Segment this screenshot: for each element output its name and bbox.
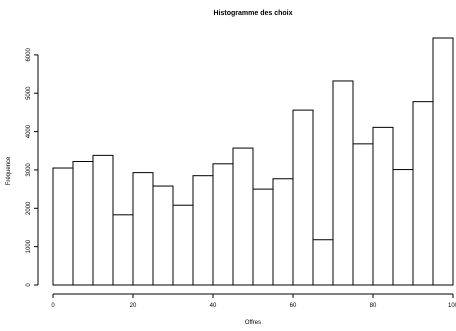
histogram-bar-4 (132, 172, 154, 286)
histogram-bar-19 (432, 37, 454, 286)
histogram-bar-12 (292, 109, 314, 286)
y-axis-label: Fréquence (6, 156, 12, 185)
histogram-bar-0 (52, 167, 74, 286)
x-axis: 0 20 40 60 80 100 (51, 293, 456, 309)
histogram-bar-2 (92, 154, 114, 286)
histogram-bar-10 (252, 188, 274, 286)
chart-title: Histogramme des choix (214, 10, 293, 17)
histogram-bar-5 (152, 185, 174, 286)
x-tick-label-1: 20 (130, 303, 137, 309)
histogram-bar-1 (72, 161, 94, 286)
y-tick-label-3: 3000 (26, 163, 32, 177)
y-tick-label-0: 0 (26, 283, 32, 287)
histogram-bar-7 (192, 175, 214, 286)
histogram-bar-17 (392, 169, 414, 286)
x-tick-label-5: 100 (448, 303, 456, 309)
histogram-bar-13 (312, 239, 334, 286)
x-tick-label-4: 80 (370, 303, 377, 309)
y-tick-label-5: 5000 (26, 86, 32, 100)
histogram-bar-15 (352, 143, 374, 286)
histogram-bar-18 (412, 101, 434, 286)
bars-group (52, 37, 454, 286)
x-tick-label-3: 60 (290, 303, 297, 309)
y-axis: 0 1000 2000 3000 4000 5000 6000 (26, 48, 39, 287)
y-tick-label-2: 2000 (26, 201, 32, 215)
histogram-bar-14 (332, 80, 354, 286)
histogram-bar-8 (212, 163, 234, 286)
y-tick-label-4: 4000 (26, 124, 32, 138)
histogram-bar-11 (272, 178, 294, 286)
y-tick-label-6: 6000 (26, 48, 32, 62)
histogram-bar-6 (172, 204, 194, 286)
histogram-bar-9 (232, 147, 254, 286)
x-axis-label: Offres (245, 320, 261, 326)
histogram-bar-16 (372, 126, 394, 286)
x-tick-label-2: 40 (210, 303, 217, 309)
x-tick-label-0: 0 (51, 303, 55, 309)
y-tick-label-1: 1000 (26, 239, 32, 253)
histogram-bar-3 (112, 214, 134, 286)
